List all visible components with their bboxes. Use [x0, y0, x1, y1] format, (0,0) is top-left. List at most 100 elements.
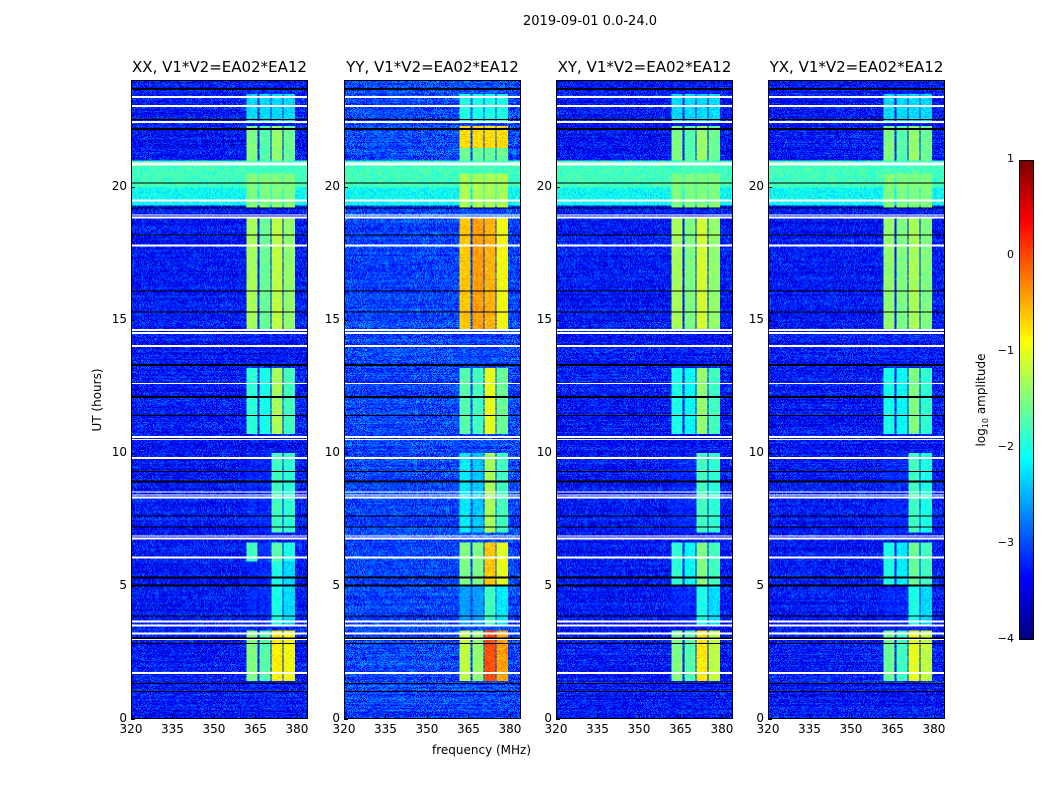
y-tick-mark [556, 452, 560, 454]
y-tick-label: 10 [111, 444, 127, 459]
x-tick-mark [509, 714, 511, 718]
y-tick-label: 0 [119, 711, 127, 725]
y-tick-mark [768, 585, 772, 587]
y-tick-label: 15 [748, 311, 764, 326]
x-tick-mark [296, 714, 298, 718]
x-tick-label: 380 [285, 722, 309, 736]
y-tick-label: 10 [324, 444, 340, 459]
y-tick-mark [344, 186, 348, 188]
colorbar-label: log10 amplitude [974, 354, 990, 447]
x-tick-label: 380 [710, 722, 734, 736]
x-tick-mark [809, 714, 811, 718]
y-tick-mark [131, 719, 135, 720]
x-tick-mark [892, 714, 894, 718]
y-tick-label: 20 [536, 178, 552, 193]
x-tick-mark [172, 714, 174, 718]
x-tick-mark [638, 714, 640, 718]
x-tick-mark [426, 714, 428, 718]
y-tick-mark [768, 319, 772, 321]
y-tick-label: 10 [748, 444, 764, 459]
x-tick-label: 320 [332, 722, 356, 736]
panel-title: YY, V1*V2=EA02*EA12 [346, 58, 519, 76]
x-tick-mark [556, 714, 557, 718]
x-tick-label: 350 [839, 722, 863, 736]
y-axis-label: UT (hours) [90, 368, 104, 432]
x-tick-mark [721, 714, 723, 718]
x-tick-label: 335 [161, 722, 184, 736]
x-tick-label: 365 [457, 722, 480, 736]
x-tick-mark [385, 714, 387, 718]
y-tick-mark [131, 319, 135, 321]
x-tick-mark [933, 714, 935, 718]
x-tick-mark [213, 714, 215, 718]
x-tick-label: 350 [415, 722, 439, 736]
x-tick-mark [597, 714, 599, 718]
x-tick-label: 350 [202, 722, 226, 736]
y-tick-mark [344, 719, 348, 720]
colorbar-tick-label: 1 [1007, 152, 1014, 165]
x-tick-mark [768, 714, 769, 718]
heatmap-panel [768, 80, 945, 719]
y-tick-mark [344, 319, 348, 321]
y-tick-label: 20 [111, 178, 127, 193]
y-tick-label: 0 [756, 711, 764, 725]
x-tick-mark [468, 714, 470, 718]
x-tick-label: 350 [627, 722, 651, 736]
colorbar-tick-label: 0 [1007, 248, 1014, 261]
y-tick-label: 5 [544, 577, 552, 592]
y-tick-label: 15 [111, 311, 127, 326]
colorbar-label-text: amplitude [973, 353, 988, 418]
panel-title: YX, V1*V2=EA02*EA12 [769, 58, 944, 76]
y-tick-mark [556, 319, 560, 321]
y-tick-mark [768, 186, 772, 188]
colorbar-label-log: log [973, 428, 988, 447]
y-tick-mark [131, 585, 135, 587]
y-tick-label: 5 [756, 577, 764, 592]
x-tick-label: 365 [669, 722, 692, 736]
x-tick-label: 380 [498, 722, 522, 736]
heatmap-panel [556, 80, 733, 719]
y-tick-label: 5 [119, 577, 127, 592]
x-tick-label: 320 [756, 722, 780, 736]
y-tick-label: 15 [324, 311, 340, 326]
y-tick-label: 20 [324, 178, 340, 193]
x-tick-mark [680, 714, 682, 718]
y-tick-mark [131, 186, 135, 188]
heatmap-image [769, 81, 944, 718]
y-tick-label: 15 [536, 311, 552, 326]
x-tick-label: 335 [798, 722, 821, 736]
colorbar-label-sub: 10 [981, 417, 991, 429]
x-tick-mark [344, 714, 345, 718]
colorbar-tick-label: −1 [997, 344, 1014, 357]
x-tick-label: 380 [922, 722, 946, 736]
y-tick-mark [768, 719, 772, 720]
y-tick-label: 0 [332, 711, 340, 725]
colorbar-tick-label: −2 [997, 440, 1014, 453]
x-tick-label: 320 [544, 722, 568, 736]
y-tick-mark [556, 186, 560, 188]
heatmap-image [557, 81, 732, 718]
y-tick-mark [344, 585, 348, 587]
x-tick-label: 335 [586, 722, 609, 736]
x-tick-label: 335 [374, 722, 397, 736]
heatmap-image [132, 81, 307, 718]
x-tick-label: 365 [881, 722, 904, 736]
panel-title: XX, V1*V2=EA02*EA12 [132, 58, 307, 76]
panel-title: XY, V1*V2=EA02*EA12 [557, 58, 732, 76]
heatmap-image [345, 81, 520, 718]
colorbar [1019, 160, 1034, 640]
heatmap-panel [344, 80, 521, 719]
colorbar-tick-label: −4 [997, 632, 1014, 645]
x-axis-label: frequency (MHz) [432, 743, 532, 757]
x-tick-mark [850, 714, 852, 718]
y-tick-label: 20 [748, 178, 764, 193]
y-tick-mark [556, 719, 560, 720]
y-tick-mark [131, 452, 135, 454]
y-tick-mark [344, 452, 348, 454]
heatmap-panel [131, 80, 308, 719]
colorbar-tick-label: −3 [997, 536, 1014, 549]
y-tick-label: 0 [544, 711, 552, 725]
y-tick-label: 5 [332, 577, 340, 592]
y-tick-mark [768, 452, 772, 454]
